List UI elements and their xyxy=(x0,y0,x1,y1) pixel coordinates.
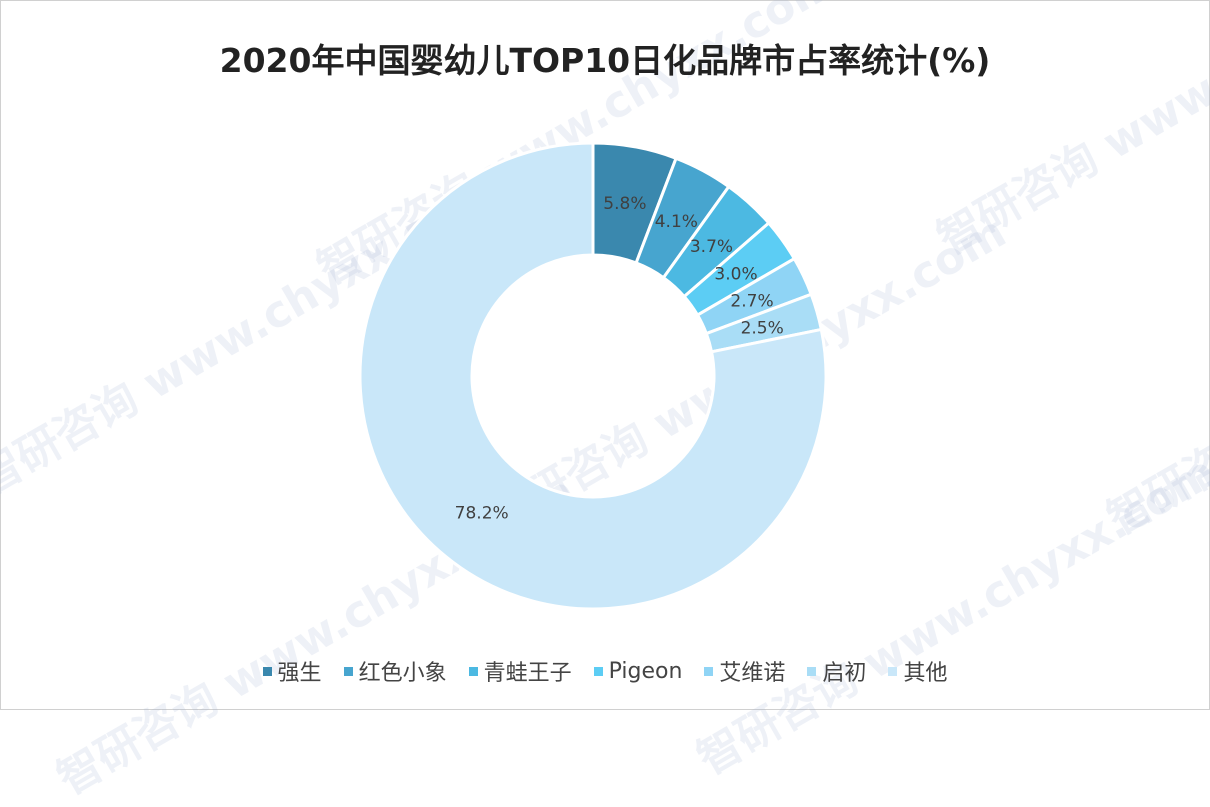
legend-label: 青蛙王子 xyxy=(483,661,572,686)
data-label: 3.7% xyxy=(690,237,733,257)
data-label: 3.0% xyxy=(714,264,757,284)
data-label: 5.8% xyxy=(603,194,646,214)
legend-item: 红色小象 xyxy=(343,655,447,687)
legend-item: 启初 xyxy=(807,655,866,687)
donut-chart: 5.8% 4.1% 3.7% 3.0% 2.7% 2.5% 78.2% xyxy=(358,141,828,611)
legend-item: 其他 xyxy=(888,655,947,687)
legend-label: Pigeon xyxy=(608,658,683,684)
legend: 强生 红色小象 青蛙王子 Pigeon 艾维诺 启初 其他 xyxy=(0,655,1210,687)
legend-swatch xyxy=(262,666,272,676)
legend-item: Pigeon xyxy=(593,655,683,687)
legend-label: 强生 xyxy=(277,661,322,686)
legend-item: 青蛙王子 xyxy=(468,655,572,687)
legend-swatch xyxy=(807,666,817,676)
legend-label: 启初 xyxy=(822,661,867,686)
legend-item: 强生 xyxy=(262,655,322,687)
data-label: 4.1% xyxy=(655,212,698,232)
legend-swatch xyxy=(468,666,478,676)
legend-swatch xyxy=(343,666,353,676)
data-label: 2.5% xyxy=(741,318,784,338)
legend-swatch xyxy=(704,666,714,676)
legend-item: 艾维诺 xyxy=(704,655,785,687)
legend-label: 其他 xyxy=(903,661,948,686)
legend-swatch xyxy=(888,666,898,676)
donut-slice-6 xyxy=(358,141,828,611)
data-label: 78.2% xyxy=(455,503,509,523)
legend-swatch xyxy=(593,666,603,676)
chart-title: 2020年中国婴幼儿TOP10日化品牌市占率统计(%) xyxy=(219,41,991,80)
legend-label: 艾维诺 xyxy=(719,661,786,686)
data-label: 2.7% xyxy=(730,292,773,312)
legend-label: 红色小象 xyxy=(358,661,447,686)
